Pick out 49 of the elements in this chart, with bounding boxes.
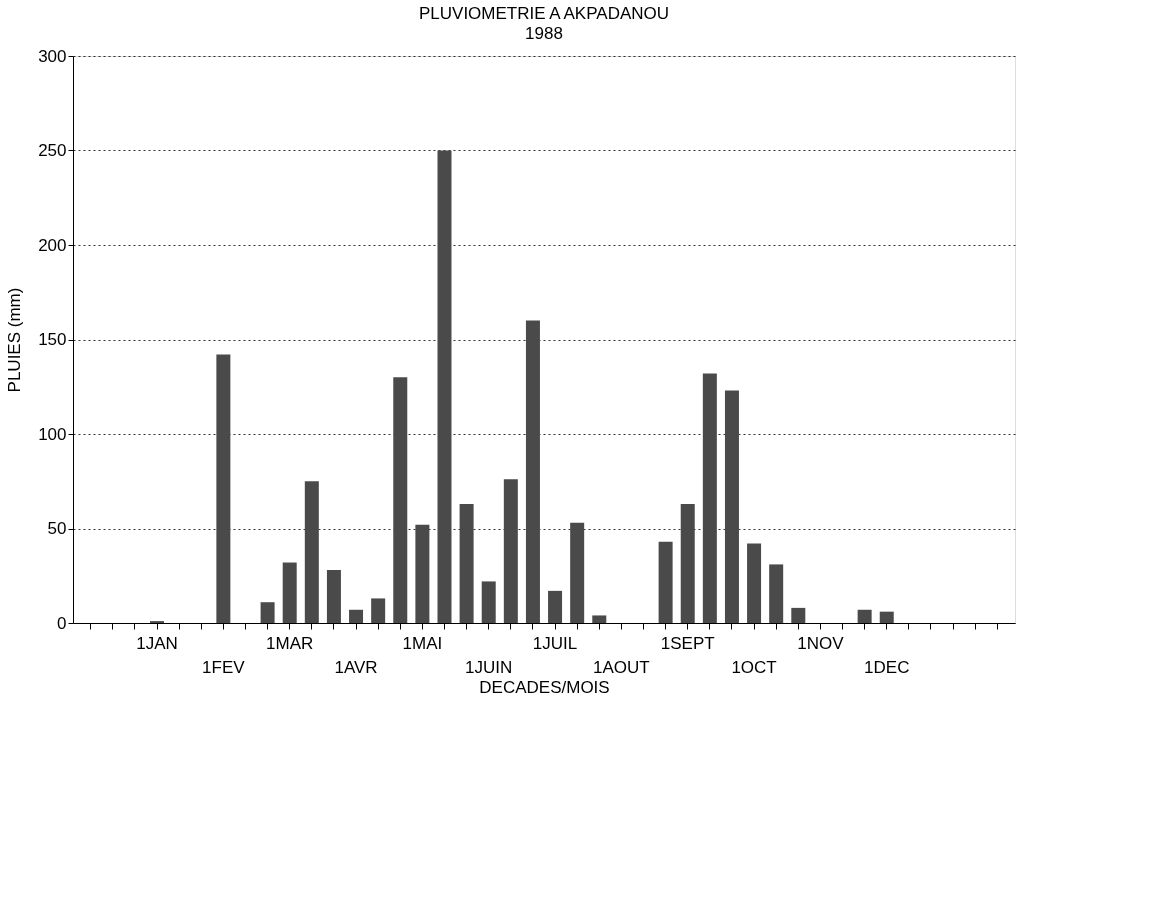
- x-tick-label: 1DEC: [864, 657, 910, 677]
- chart-title: PLUVIOMETRIE A AKPADANOU: [418, 4, 670, 23]
- x-tick-label: 1OCT: [731, 657, 777, 677]
- x-tick-label: 1FEV: [202, 657, 246, 677]
- bar: [879, 611, 894, 623]
- bar: [282, 562, 297, 623]
- x-tick-label: 1JAN: [136, 633, 178, 653]
- bar: [304, 481, 319, 623]
- y-tick-label: 200: [38, 235, 67, 255]
- bar: [349, 609, 364, 623]
- bar: [724, 390, 739, 623]
- x-tick-label: 1NOV: [797, 633, 845, 653]
- bar: [393, 377, 408, 623]
- bar: [371, 598, 386, 623]
- chart-subtitle: 1988: [525, 24, 563, 43]
- x-axis-title: DECADES/MOIS: [479, 677, 610, 697]
- bar: [459, 503, 474, 623]
- bar: [326, 570, 341, 623]
- y-axis-title: PLUIES (mm): [5, 287, 25, 393]
- bar: [570, 522, 585, 623]
- bar: [791, 607, 806, 623]
- bar: [216, 354, 231, 623]
- x-tick-label: 1MAR: [266, 633, 314, 653]
- x-tick-label: 1AOUT: [593, 657, 650, 677]
- x-tick-label: 1JUIL: [532, 633, 578, 653]
- bar: [857, 609, 872, 623]
- bar: [769, 564, 784, 623]
- x-tick-label: 1SEPT: [660, 633, 715, 653]
- y-tick-label: 0: [57, 613, 67, 633]
- bar: [592, 615, 607, 623]
- bar: [260, 602, 275, 623]
- x-tick-label: 1JUIN: [465, 657, 513, 677]
- bar: [702, 373, 717, 623]
- x-tick-label: 1MAI: [402, 633, 443, 653]
- bar: [503, 479, 518, 623]
- y-tick-label: 50: [47, 519, 67, 538]
- bar: [481, 581, 496, 623]
- y-tick-label: 150: [38, 330, 67, 349]
- y-tick-label: 250: [38, 141, 67, 160]
- bar: [415, 524, 430, 623]
- bar: [548, 590, 563, 623]
- y-tick-label: 300: [38, 46, 67, 66]
- bar: [437, 150, 452, 623]
- y-tick-label: 100: [38, 424, 67, 444]
- bar: [747, 543, 762, 623]
- bar: [658, 541, 673, 623]
- bar: [680, 503, 695, 623]
- x-tick-label: 1AVR: [334, 657, 378, 677]
- bar: [525, 320, 540, 623]
